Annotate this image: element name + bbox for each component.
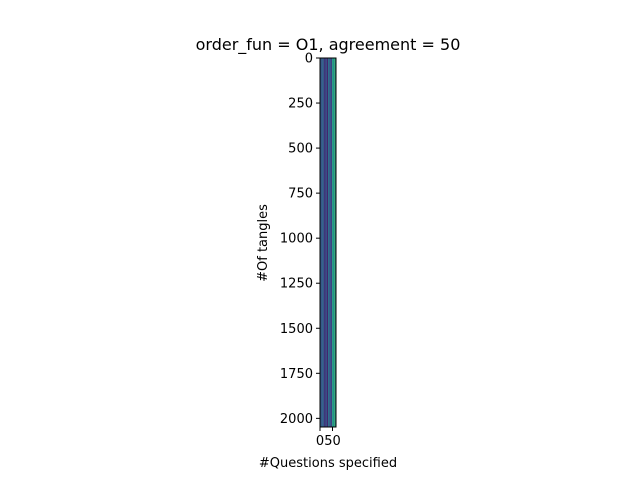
heatmap-column [329, 58, 331, 427]
chart-title: order_fun = O1, agreement = 50 [196, 35, 461, 55]
y-tick-label: 500 [288, 142, 313, 157]
heatmap-column [333, 58, 335, 427]
y-tick-label: 0 [305, 52, 313, 67]
x-axis-ticks: 0 50 [316, 427, 341, 449]
y-tick-label: 1500 [280, 322, 313, 337]
heatmap-column [322, 58, 324, 427]
x-axis-label: #Questions specified [259, 456, 397, 471]
y-tick-label: 1000 [280, 232, 313, 247]
heatmap-column [324, 58, 326, 427]
heatmap-column [331, 58, 333, 427]
heatmap-column [321, 58, 323, 427]
heatmap-cells [320, 58, 337, 427]
heatmap-column [332, 58, 334, 427]
heatmap-column [323, 58, 325, 427]
y-tick-label: 1750 [280, 367, 313, 382]
heatmap-column [325, 58, 327, 427]
heatmap-column [328, 58, 330, 427]
x-tick-label: 50 [324, 434, 341, 449]
heatmap-column [320, 58, 322, 427]
y-axis-label: #Of tangles [256, 204, 271, 282]
heatmap-column [327, 58, 329, 427]
heatmap-column [330, 58, 332, 427]
y-tick-label: 750 [288, 187, 313, 202]
y-axis-ticks: 0 250 500 750 1000 1250 1500 1750 2000 [280, 52, 320, 427]
y-tick-label: 2000 [280, 412, 313, 427]
y-tick-label: 1250 [280, 277, 313, 292]
y-tick-label: 250 [288, 97, 313, 112]
heatmap-column [326, 58, 328, 427]
x-tick-label: 0 [316, 434, 324, 449]
heatmap-column [334, 58, 336, 427]
axes-frame [319, 57, 337, 428]
